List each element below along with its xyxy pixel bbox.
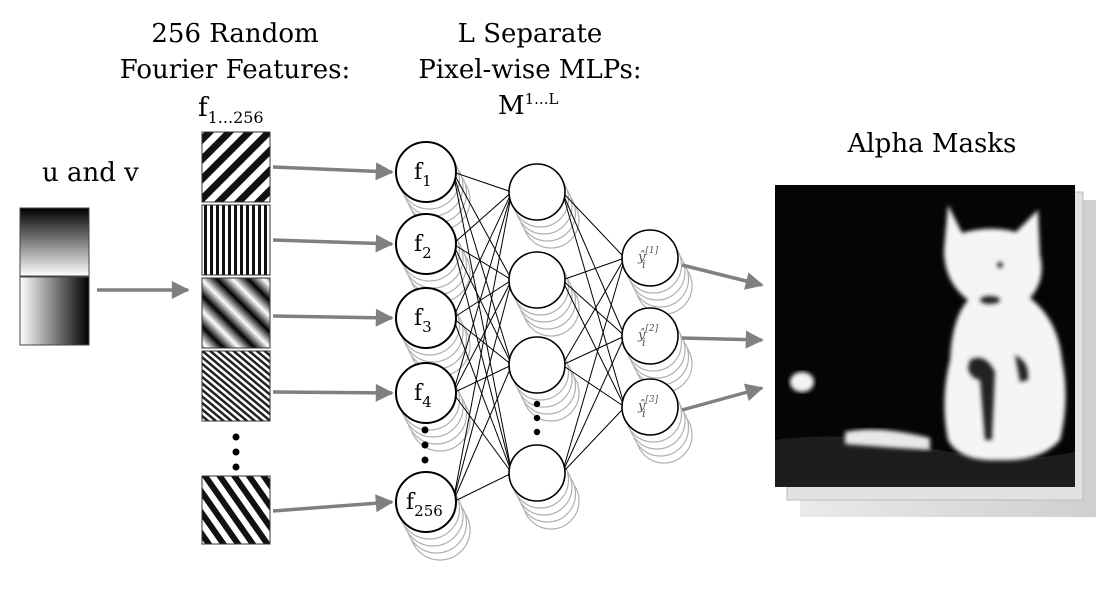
input-node-label: f1	[414, 160, 432, 190]
output-node-label: ŷ[3] i	[637, 395, 659, 420]
input-node-ellipsis	[421, 426, 429, 464]
hidden-node-3	[508, 336, 566, 394]
input-node-f3: f3	[395, 287, 457, 349]
output-node-y1: ŷ[1] i	[621, 229, 679, 287]
input-node-label: f4	[414, 381, 432, 411]
input-node-label: f2	[414, 232, 432, 262]
connection-line	[561, 191, 626, 408]
input-node-f4: f4	[395, 362, 457, 424]
connection-line	[561, 364, 626, 408]
feature-ellipsis	[232, 433, 240, 471]
connection-line	[561, 335, 626, 474]
feature-image-4	[201, 350, 271, 422]
network-nodes: f1 f2 f3 f4 f256 ŷ[1] i ŷ[2] i ŷ[3] i	[395, 141, 679, 533]
feature-image-3	[201, 277, 271, 349]
output-arrows	[681, 263, 764, 412]
output-node-y2: ŷ[2] i	[621, 307, 679, 365]
output-node-y3: ŷ[3] i	[621, 378, 679, 436]
connection-line	[452, 171, 512, 193]
input-node-label: f256	[406, 490, 443, 520]
connection-line	[452, 171, 513, 281]
connection-line	[452, 191, 513, 319]
input-node-label: f3	[414, 306, 432, 336]
hidden-node-1	[508, 163, 566, 221]
feature-arrows	[272, 162, 394, 513]
connection-line	[561, 279, 626, 337]
connection-line	[452, 243, 513, 366]
connection-line	[561, 279, 626, 408]
connection-line	[452, 317, 513, 474]
alpha-mask-stack	[775, 185, 1096, 517]
hidden-ellipsis	[533, 400, 541, 436]
connection-line	[561, 257, 626, 474]
connection-line	[452, 191, 513, 245]
hidden-node-4	[508, 444, 566, 502]
mlp-title-line1: L Separate	[458, 19, 603, 49]
connection-line	[452, 191, 513, 394]
output-node-label: ŷ[2] i	[637, 324, 659, 349]
fourier-feature-images	[201, 131, 271, 545]
connection-line	[452, 171, 513, 366]
output-node-label: ŷ[1] i	[637, 246, 659, 271]
feature-image-1	[201, 131, 271, 203]
connection-line	[561, 257, 626, 366]
connection-line	[452, 243, 513, 281]
mlp-symbol: M1...L	[498, 90, 558, 121]
input-node-f2: f2	[395, 213, 457, 275]
rff-symbol: f1...256	[198, 93, 264, 127]
uv-label: u and v	[42, 158, 139, 188]
connection-line	[452, 171, 513, 474]
connection-line	[452, 364, 513, 394]
rff-title-line2: Fourier Features:	[120, 55, 350, 85]
connection-line	[561, 191, 626, 259]
hidden-node-2	[508, 251, 566, 309]
rff-title-line1: 256 Random	[151, 19, 318, 49]
connection-line	[452, 279, 513, 503]
connection-line	[561, 406, 626, 474]
connection-line	[452, 472, 513, 503]
input-node-f256: f256	[395, 471, 457, 533]
network-connections	[452, 171, 626, 503]
connection-line	[452, 279, 513, 319]
alpha-masks-title: Alpha Masks	[847, 129, 1017, 159]
connection-line	[561, 335, 626, 366]
mlp-title-line2: Pixel-wise MLPs:	[418, 55, 641, 85]
connection-line	[561, 191, 626, 337]
connection-line	[452, 279, 513, 394]
connection-line	[452, 364, 513, 503]
connection-line	[452, 191, 513, 503]
alpha-mask-1	[775, 185, 1075, 487]
uv-image	[19, 207, 90, 346]
input-node-f1: f1	[395, 141, 457, 203]
feature-image-2	[201, 204, 271, 276]
feature-image-256	[201, 475, 271, 545]
connection-line	[452, 317, 513, 366]
connection-line	[562, 257, 625, 281]
connection-line	[452, 243, 513, 474]
